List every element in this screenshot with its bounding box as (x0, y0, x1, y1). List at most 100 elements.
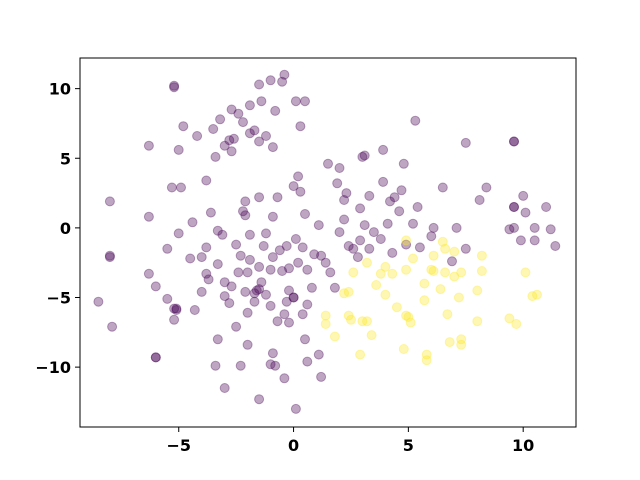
y-tick-label: −10 (35, 358, 71, 377)
data-point (189, 305, 200, 315)
data-point (520, 207, 531, 218)
data-point (509, 136, 519, 147)
data-point (401, 310, 412, 321)
x-tick-label: −5 (166, 436, 191, 455)
data-point (460, 137, 471, 148)
data-point (178, 121, 189, 132)
data-point (375, 268, 386, 279)
data-point (460, 243, 471, 254)
data-point (300, 96, 310, 107)
data-point (408, 253, 418, 264)
data-point (231, 321, 242, 332)
data-point (476, 266, 487, 276)
data-point (208, 124, 219, 134)
points-layer (93, 69, 561, 414)
data-point (545, 224, 556, 235)
data-point (421, 355, 432, 366)
data-point (364, 243, 375, 254)
data-point (442, 309, 453, 320)
data-point (171, 305, 182, 315)
data-point (474, 195, 485, 205)
data-point (451, 222, 462, 233)
data-point (453, 292, 464, 303)
data-point (355, 349, 366, 360)
data-point (210, 360, 221, 371)
data-point (323, 158, 333, 169)
data-point (403, 312, 414, 322)
data-point (509, 202, 519, 212)
data-point (254, 394, 265, 405)
data-point (329, 282, 340, 293)
data-point (456, 267, 467, 278)
data-point (295, 186, 306, 197)
data-point (196, 286, 207, 297)
data-point (272, 316, 283, 327)
data-point (244, 254, 255, 265)
data-point (217, 229, 228, 240)
data-point (449, 271, 460, 282)
data-point (228, 133, 239, 144)
data-point (201, 242, 212, 253)
data-point (166, 182, 177, 193)
x-tick-label: 10 (512, 436, 534, 455)
data-point (368, 227, 379, 238)
data-point (162, 293, 173, 304)
data-point (290, 96, 301, 107)
data-point (362, 316, 372, 327)
data-point (267, 348, 278, 359)
data-point (254, 192, 265, 203)
data-point (504, 313, 515, 324)
data-point (210, 151, 221, 162)
data-point (456, 339, 467, 350)
data-point (401, 235, 412, 246)
x-axis: −5 0 5 10 (166, 427, 534, 455)
data-point (242, 307, 253, 318)
data-point (279, 373, 290, 384)
data-point (355, 203, 366, 214)
data-point (244, 229, 255, 240)
data-point (419, 295, 430, 306)
data-point (382, 218, 393, 229)
data-point (437, 182, 448, 193)
data-point (256, 96, 267, 107)
data-point (414, 242, 425, 253)
data-point (258, 241, 269, 251)
data-point (226, 146, 237, 157)
data-point (309, 249, 320, 260)
data-point (302, 264, 313, 275)
data-point (238, 117, 248, 128)
data-point (150, 281, 161, 292)
data-point (302, 299, 313, 310)
data-point (401, 264, 412, 275)
data-point (215, 114, 226, 125)
data-point (332, 178, 343, 189)
data-point (249, 296, 260, 307)
data-point (504, 224, 515, 235)
data-point (316, 371, 327, 382)
data-point (104, 250, 115, 261)
data-point (481, 182, 492, 193)
data-point (509, 222, 519, 233)
data-point (472, 285, 483, 296)
data-point (426, 231, 437, 242)
data-point (254, 136, 265, 147)
data-point (394, 206, 405, 217)
data-point (284, 317, 294, 328)
data-point (104, 196, 115, 207)
data-point (226, 281, 237, 292)
data-point (295, 121, 306, 132)
data-point (284, 285, 294, 296)
data-point (265, 75, 276, 86)
data-point (437, 236, 448, 247)
x-tick-label: 5 (403, 436, 414, 455)
data-point (288, 292, 299, 303)
data-point (279, 69, 290, 80)
data-point (518, 190, 529, 201)
y-tick-label: 0 (60, 219, 71, 238)
data-point (306, 282, 317, 293)
data-point (104, 252, 115, 263)
data-point (421, 349, 432, 360)
y-tick-label: −5 (46, 289, 71, 308)
data-point (320, 310, 331, 321)
data-point (235, 250, 246, 261)
